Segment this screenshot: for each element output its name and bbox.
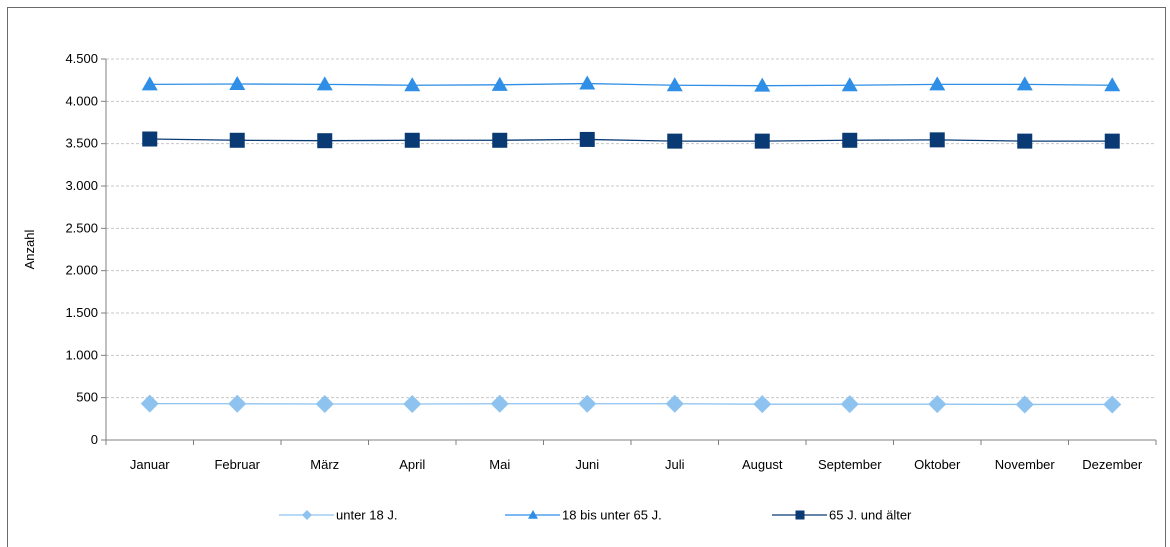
y-tick-label: 3.500: [65, 136, 98, 151]
data-point: [142, 131, 158, 147]
y-tick-label: 2.500: [65, 220, 98, 235]
y-tick-label: 2.000: [65, 263, 98, 278]
x-tick-label: April: [399, 457, 425, 472]
x-tick-label: Juli: [665, 457, 685, 472]
data-point: [492, 132, 508, 148]
legend-label: 18 bis unter 65 J.: [562, 508, 662, 523]
y-tick-label: 500: [76, 390, 98, 405]
series-group: [140, 75, 1122, 414]
legend: unter 18 J. 18 bis unter 65 J. 65 J. und ä…: [279, 508, 912, 523]
x-tick-label: November: [995, 457, 1056, 472]
y-tick-label: 4.500: [65, 51, 98, 66]
x-tick-label: Juni: [575, 457, 599, 472]
y-tick-label: 3.000: [65, 178, 98, 193]
data-point: [404, 132, 420, 148]
axes: [105, 59, 1156, 441]
data-point: [578, 394, 597, 413]
legend-label: 65 J. und älter: [829, 508, 912, 523]
data-point: [229, 75, 246, 90]
data-point: [228, 394, 247, 413]
legend-item: 18 bis unter 65 J.: [505, 508, 662, 523]
legend-item: 65 J. und älter: [772, 508, 912, 523]
data-point: [840, 395, 859, 414]
data-point: [1015, 395, 1034, 414]
x-tick-label: Januar: [130, 457, 170, 472]
x-tick-label: Dezember: [1082, 457, 1143, 472]
y-tick-label: 0: [91, 432, 98, 447]
legend-label: unter 18 J.: [336, 508, 397, 523]
y-axis-label: Anzahl: [22, 230, 37, 270]
data-point: [1104, 77, 1121, 92]
data-point: [140, 394, 159, 413]
legend-marker: [302, 510, 312, 520]
data-point: [317, 133, 333, 149]
data-point: [579, 75, 596, 90]
data-point: [1104, 133, 1120, 149]
data-point: [665, 394, 684, 413]
legend-marker: [795, 510, 805, 520]
y-tick-label: 1.000: [65, 347, 98, 362]
data-point: [404, 77, 421, 92]
y-tick-label: 1.500: [65, 305, 98, 320]
chart-frame: [7, 7, 1166, 547]
legend-marker: [528, 510, 538, 519]
y-tick-label: 4.000: [65, 93, 98, 108]
x-tick-label: September: [818, 457, 882, 472]
x-tick-label: August: [742, 457, 783, 472]
data-point: [753, 395, 772, 414]
x-tick-label: Februar: [214, 457, 260, 472]
series-3: [142, 131, 1120, 149]
series-2: [141, 75, 1121, 92]
data-point: [928, 395, 947, 414]
data-point: [403, 395, 422, 414]
legend-item: unter 18 J.: [279, 508, 397, 523]
x-tick-label: März: [310, 457, 339, 472]
x-tick-label: Oktober: [914, 457, 961, 472]
data-point: [1103, 395, 1122, 414]
series-line: [149, 402, 1113, 406]
data-point: [229, 132, 245, 148]
data-point: [315, 395, 334, 414]
data-point: [929, 132, 945, 148]
y-axis-ticks: 0 500 1.000 1.500 2.000 2.500 3.000 3.500 4.000 4…: [65, 51, 106, 447]
data-point: [929, 76, 946, 91]
series-line: [149, 138, 1113, 142]
data-point: [316, 76, 333, 91]
x-tick-label: Mai: [489, 457, 510, 472]
data-point: [841, 77, 858, 92]
data-point: [666, 77, 683, 92]
data-point: [842, 132, 858, 148]
data-point: [141, 76, 158, 91]
data-point: [579, 131, 595, 147]
data-point: [491, 76, 508, 91]
data-point: [667, 133, 683, 149]
gridlines: [106, 58, 1156, 399]
data-point: [754, 77, 771, 92]
data-point: [1017, 133, 1033, 149]
data-point: [1016, 76, 1033, 91]
x-axis-ticks: Januar Februar März April Mai Juni Juli August S…: [105, 440, 1157, 472]
data-point: [490, 394, 509, 413]
series-line: [149, 82, 1113, 87]
data-point: [754, 133, 770, 149]
series-1: [140, 394, 1122, 414]
